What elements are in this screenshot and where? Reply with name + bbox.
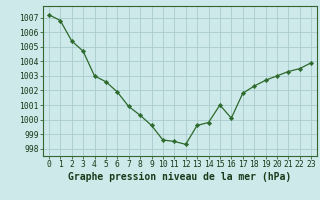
X-axis label: Graphe pression niveau de la mer (hPa): Graphe pression niveau de la mer (hPa) — [68, 172, 292, 182]
